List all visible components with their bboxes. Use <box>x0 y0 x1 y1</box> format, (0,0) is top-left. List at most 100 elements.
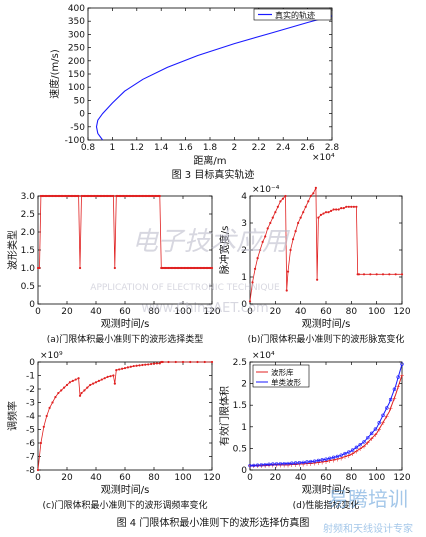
data-point <box>400 273 404 276</box>
data-point <box>375 273 378 276</box>
data-point <box>65 383 69 387</box>
x-tick-label: 0.8 <box>81 143 96 153</box>
data-point <box>123 366 127 370</box>
y-axis-label: 脉冲宽度/s <box>218 226 231 275</box>
data-point <box>112 374 115 377</box>
data-point <box>129 365 132 368</box>
data-point <box>269 221 272 225</box>
data-point <box>155 362 158 365</box>
marker-plus: + <box>323 459 328 466</box>
series-line <box>250 374 403 467</box>
data-point <box>347 205 350 208</box>
data-point <box>51 401 54 404</box>
marker-circle <box>388 397 393 402</box>
axes-frame <box>87 7 333 141</box>
y-tick-label: 2 <box>241 246 247 256</box>
marker-circle <box>259 463 264 467</box>
marker-circle <box>312 459 317 463</box>
data-point <box>309 194 312 198</box>
x-tick-label: 0 <box>35 473 41 483</box>
y-tick-label: 1.0 <box>21 264 36 274</box>
x-tick-label: 2.6 <box>300 143 315 153</box>
data-point <box>97 379 100 382</box>
y-axis-label: 速度/(m/s) <box>48 49 61 99</box>
data-point <box>271 216 274 219</box>
y-tick-label: -4 <box>26 412 35 422</box>
x-tick-label: 0 <box>247 473 253 483</box>
marker-plus: + <box>377 426 382 433</box>
data-point <box>86 386 89 389</box>
y-tick-label: 400 <box>68 4 85 14</box>
marker-plus: + <box>388 406 393 413</box>
marker-plus: + <box>335 457 340 464</box>
x-tick-label: 40 <box>90 473 102 483</box>
data-point <box>284 194 287 198</box>
y-tick-label: -50 <box>70 123 85 133</box>
marker-plus: + <box>339 455 344 462</box>
marker-plus: + <box>369 436 374 443</box>
x-tick-label: 40 <box>295 307 307 317</box>
y-tick-label: -3 <box>26 399 35 409</box>
marker-circle <box>400 362 404 366</box>
x-tick-label: 80 <box>148 307 160 317</box>
data-point <box>60 389 63 392</box>
legend-label: 波形库 <box>271 367 294 377</box>
marker-plus: + <box>270 462 275 469</box>
data-point <box>256 257 259 260</box>
marker-plus: + <box>285 462 290 469</box>
data-point <box>89 383 92 387</box>
data-point <box>388 273 391 276</box>
marker-circle <box>286 461 290 466</box>
marker-circle <box>293 461 298 465</box>
data-point <box>210 360 214 364</box>
marker-plus: + <box>384 414 389 421</box>
data-point <box>324 211 328 214</box>
x-tick-label: 0 <box>247 307 253 317</box>
marker-plus: + <box>327 458 332 465</box>
x-tick-label: 60 <box>320 473 332 483</box>
x-tick-label: 40 <box>295 473 307 483</box>
data-point <box>126 366 129 369</box>
y-tick-label: 2.5 <box>21 210 35 220</box>
y-tick-label: 0 <box>241 466 247 476</box>
data-point <box>112 194 115 198</box>
data-point <box>264 235 267 238</box>
x-tick-label: 80 <box>148 473 160 483</box>
data-point <box>158 194 161 198</box>
x-tick-label: 40 <box>90 307 102 317</box>
marker-plus: + <box>380 420 385 427</box>
marker-circle <box>358 442 362 447</box>
x-tick-label: 20 <box>61 473 73 483</box>
data-point <box>381 273 385 276</box>
marker-plus: + <box>399 372 404 379</box>
marker-plus: + <box>247 463 252 470</box>
marker-circle <box>267 462 271 467</box>
data-point <box>322 212 325 215</box>
data-point <box>317 216 320 219</box>
data-point <box>294 230 297 233</box>
data-point <box>77 377 80 380</box>
data-point <box>144 363 147 366</box>
data-point <box>161 360 164 364</box>
data-point <box>48 406 51 409</box>
marker-plus: + <box>342 454 347 461</box>
data-point <box>83 389 86 392</box>
data-point <box>189 360 192 364</box>
data-point <box>138 364 141 367</box>
marker-circle <box>328 456 332 460</box>
data-point <box>150 362 153 366</box>
marker-plus: + <box>259 463 264 470</box>
x-tick-label: 60 <box>119 307 131 317</box>
x-tick-label: 1 <box>110 143 116 153</box>
marker-circle <box>385 406 389 410</box>
marker-plus: + <box>373 432 378 439</box>
data-point <box>54 396 57 399</box>
y-tick-label: 1.5 <box>233 401 247 411</box>
data-point <box>369 273 372 276</box>
y-multiplier: ×10⁴ <box>252 351 275 361</box>
marker-plus: + <box>346 453 351 460</box>
figure3-plot: 0.8 1 1.2 1.4 1.6 1.8 2 2.2 2.4 2.6 2.8 400 350 300 25… <box>48 4 339 167</box>
marker-plus: + <box>266 463 271 470</box>
x-tick-label: 100 <box>368 307 385 317</box>
